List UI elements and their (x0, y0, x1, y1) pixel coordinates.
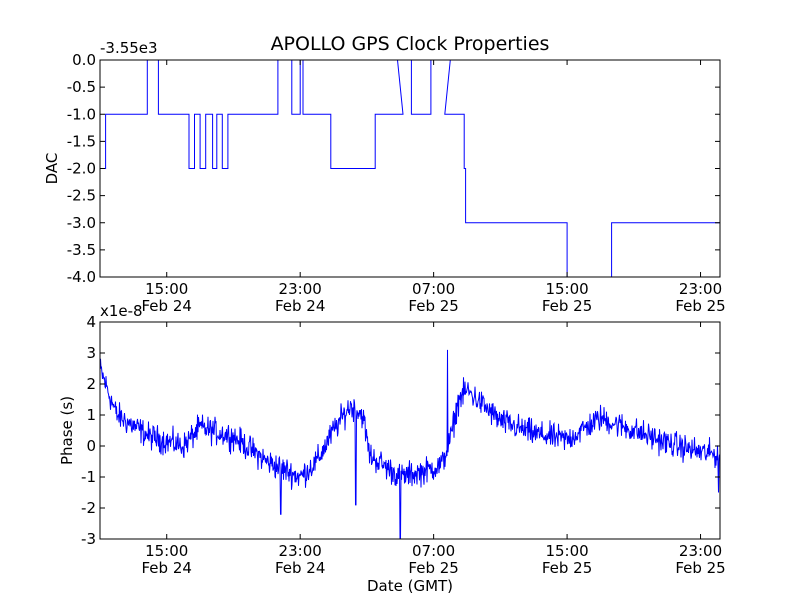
phase-x-tick-date-label: Feb 24 (275, 559, 325, 577)
phase-offset-text: x1e-8 (100, 302, 143, 320)
phase-x-tick-time-label: 15:00 (145, 542, 188, 560)
phase-x-tick-date-label: Feb 25 (675, 559, 725, 577)
chart-title: APOLLO GPS Clock Properties (271, 33, 550, 55)
dac-y-tick-label: -2.0 (67, 160, 96, 178)
dac-y-axis-label: DAC (43, 153, 61, 185)
phase-y-tick-label: 3 (86, 344, 96, 362)
dac-offset-text: -3.55e3 (100, 39, 158, 57)
phase-x-tick-time-label: 07:00 (412, 542, 455, 560)
dac-y-tick-label: -3.0 (67, 214, 96, 232)
dac-y-tick-label: -3.5 (67, 241, 96, 259)
dac-y-tick-label: -2.5 (67, 187, 96, 205)
dac-x-tick-time-label: 15:00 (545, 280, 588, 298)
dac-x-tick-date-label: Feb 24 (142, 297, 192, 315)
dac-x-tick-date-label: Feb 25 (408, 297, 458, 315)
phase-x-tick-date-label: Feb 24 (142, 559, 192, 577)
phase-series-line (99, 349, 721, 540)
dac-y-tick-label: -1.0 (67, 105, 96, 123)
phase-x-tick-date-label: Feb 25 (542, 559, 592, 577)
dac-y-tick-label: 0.0 (72, 51, 96, 69)
dac-x-tick-time-label: 07:00 (412, 280, 455, 298)
dac-y-tick-label: -1.5 (67, 132, 96, 150)
phase-y-tick-label: -3 (81, 530, 96, 548)
dac-series-line (100, 59, 720, 278)
phase-x-axis-label: Date (GMT) (367, 577, 453, 595)
phase-y-tick-label: 1 (86, 406, 96, 424)
dac-x-tick-time-label: 23:00 (679, 280, 722, 298)
dac-y-tick-label: -4.0 (67, 268, 96, 286)
phase-x-tick-date-label: Feb 25 (408, 559, 458, 577)
dac-x-tick-date-label: Feb 24 (275, 297, 325, 315)
phase-y-tick-label: 4 (86, 313, 96, 331)
phase-y-tick-label: -2 (81, 499, 96, 517)
dac-x-tick-time-label: 15:00 (145, 280, 188, 298)
dac-x-tick-date-label: Feb 25 (542, 297, 592, 315)
phase-axes-frame (99, 321, 721, 540)
dac-x-tick-date-label: Feb 25 (675, 297, 725, 315)
phase-y-tick-label: 2 (86, 375, 96, 393)
phase-x-tick-time-label: 23:00 (279, 542, 322, 560)
phase-x-tick-time-label: 15:00 (545, 542, 588, 560)
phase-y-axis-label: Phase (s) (58, 396, 76, 465)
dac-axes: 0.0 -0.5 -1.0 -1.5 -2.0 -2.5 -3.0 -3.5 -4.0 15:00… (43, 39, 726, 315)
dac-y-tick-label: -0.5 (67, 78, 96, 96)
phase-y-tick-label: -1 (81, 468, 96, 486)
dac-ticks: 0.0 -0.5 -1.0 -1.5 -2.0 -2.5 -3.0 -3.5 -4.0 15:00… (67, 51, 726, 315)
phase-x-tick-time-label: 23:00 (679, 542, 722, 560)
phase-y-tick-label: 0 (86, 437, 96, 455)
dac-x-tick-time-label: 23:00 (279, 280, 322, 298)
